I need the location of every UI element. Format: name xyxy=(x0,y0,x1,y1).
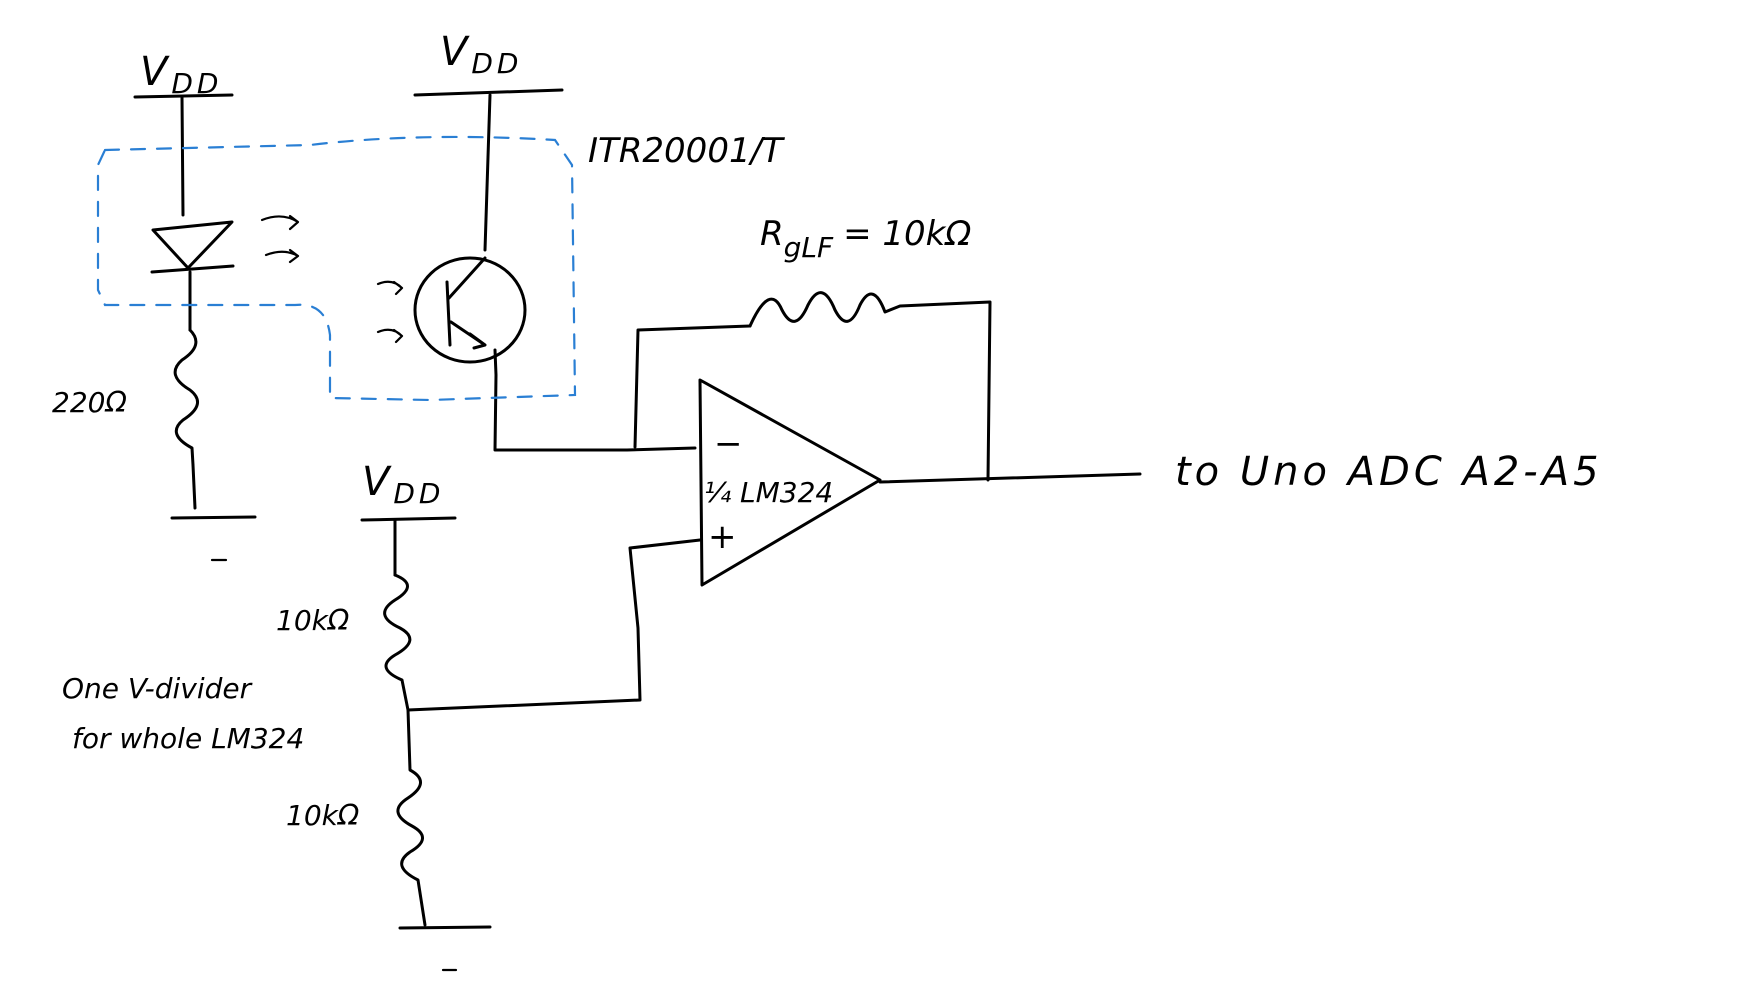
wire-output xyxy=(878,472,1142,484)
wire-feedback-left xyxy=(633,324,752,449)
resistor-feedback xyxy=(748,291,992,482)
resistor-divider-top xyxy=(383,573,412,712)
wire-collector xyxy=(483,93,492,252)
sensor-part-label: ITR20001/T xyxy=(588,131,785,171)
light-in-arrow-2 xyxy=(376,328,404,344)
divider-note-line2: for whole LM324 xyxy=(72,722,304,755)
phototransistor-base xyxy=(445,280,452,347)
phototransistor-emitter-lead xyxy=(449,320,487,350)
divider-bottom-label: 10kΩ xyxy=(286,799,360,832)
opamp-plus-label: + xyxy=(708,517,737,557)
led-branch xyxy=(133,93,300,562)
resistor-220 xyxy=(173,328,199,510)
vdd-photo-label: VDD xyxy=(440,29,523,80)
led-diode-symbol xyxy=(151,220,234,270)
wire-emitter-to-minus xyxy=(493,348,697,452)
vdd-rail-divider xyxy=(360,516,457,522)
divider-top-label: 10kΩ xyxy=(276,604,350,637)
opamp-triangle xyxy=(698,378,882,587)
divider-branch xyxy=(360,516,702,972)
light-in-arrow-1 xyxy=(376,280,404,296)
feedback-resistor-label: RgLF = 10kΩ xyxy=(760,214,971,264)
wire-divider-to-plus xyxy=(406,538,702,712)
divider-note-line1: One V-divider xyxy=(62,672,253,705)
ground-led xyxy=(170,515,257,520)
phototransistor-circle xyxy=(413,256,527,364)
ground-divider xyxy=(398,925,492,930)
led-cathode-bar xyxy=(150,264,235,274)
led-emission-arrow-2 xyxy=(264,248,300,264)
led-resistor-label: 220Ω xyxy=(52,386,127,419)
vdd-led-label: VDD xyxy=(140,49,223,100)
wire-led-anode xyxy=(180,95,185,217)
feedback-network xyxy=(633,291,992,482)
led-emission-arrow-1 xyxy=(260,214,300,231)
vdd-rail-photo xyxy=(413,88,564,97)
output-label: to Uno ADC A2-A5 xyxy=(1175,449,1603,495)
sensor-package-outline xyxy=(96,135,577,402)
phototransistor-branch xyxy=(376,88,697,452)
opamp-minus-label: − xyxy=(714,424,743,464)
resistor-divider-bottom xyxy=(396,708,427,927)
opamp xyxy=(698,378,1142,587)
opamp-label: ¼ LM324 xyxy=(704,476,833,509)
vdd-divider-label: VDD xyxy=(362,459,445,510)
phototransistor-collector-lead xyxy=(447,256,487,300)
vdd-rail-led xyxy=(133,93,234,99)
